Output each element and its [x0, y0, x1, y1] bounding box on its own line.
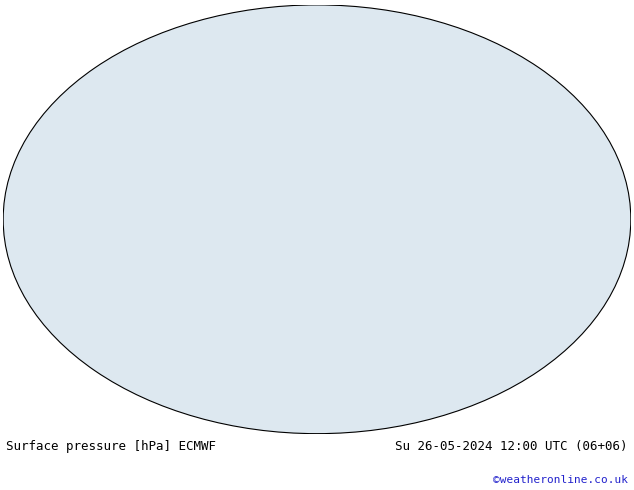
Text: ©weatheronline.co.uk: ©weatheronline.co.uk	[493, 475, 628, 485]
Ellipse shape	[3, 5, 631, 434]
Text: Su 26-05-2024 12:00 UTC (06+06): Su 26-05-2024 12:00 UTC (06+06)	[395, 440, 628, 453]
Text: Surface pressure [hPa] ECMWF: Surface pressure [hPa] ECMWF	[6, 440, 216, 453]
